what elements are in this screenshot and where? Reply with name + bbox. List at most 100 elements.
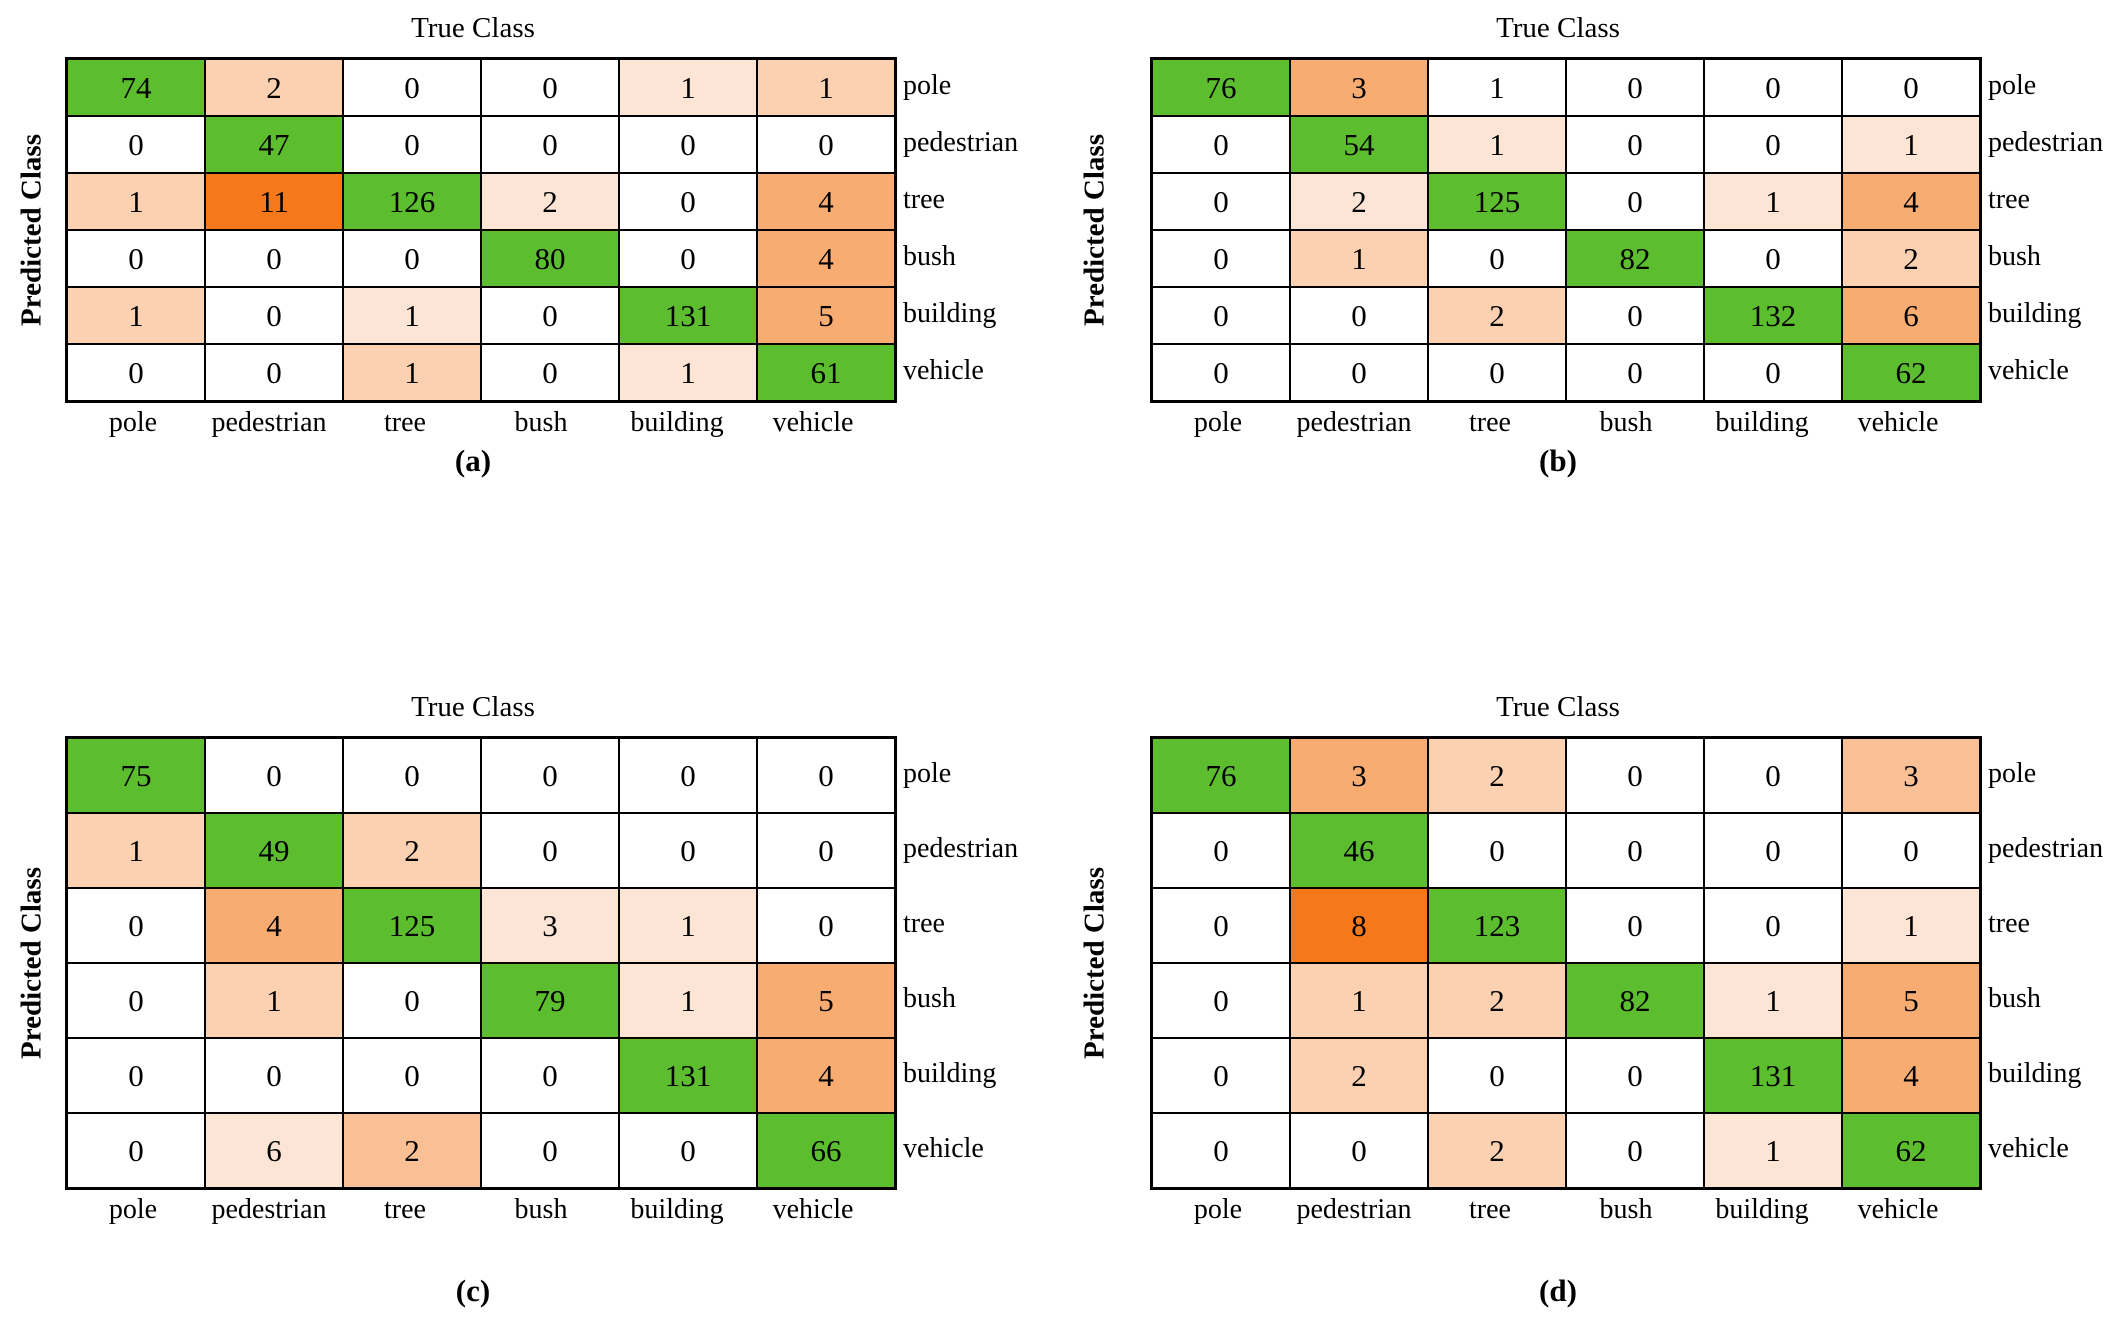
panel-d: True Class Predicted Class 76 3 2 0 0 3 0 46 0 0 0… bbox=[1063, 665, 2126, 1329]
matrix-cell: 0 bbox=[342, 57, 482, 117]
matrix-cell: 0 bbox=[1427, 1037, 1567, 1114]
matrix-cell: 2 bbox=[1841, 229, 1982, 288]
col-label: pedestrian bbox=[1296, 1194, 1412, 1225]
col-label: bush bbox=[1599, 1194, 1653, 1225]
matrix-cell: 0 bbox=[65, 1037, 206, 1114]
col-label: bush bbox=[1599, 407, 1653, 438]
matrix-cell: 1 bbox=[1289, 229, 1429, 288]
matrix-row: 0 4 125 3 1 0 bbox=[65, 887, 897, 964]
row-label: pole bbox=[1988, 757, 2037, 789]
matrix-cell: 1 bbox=[65, 286, 206, 345]
matrix-body: 74 2 0 0 1 1 0 47 0 0 0 0 1 11 126 2 0 4 0 0 0 80 0 4 1 0 1 0 131 5 0 0… bbox=[65, 57, 897, 403]
matrix-cell: 1 bbox=[1427, 57, 1567, 117]
matrix-cell-diagonal: 76 bbox=[1150, 736, 1291, 814]
matrix-cell: 1 bbox=[65, 812, 206, 889]
matrix-cell: 1 bbox=[342, 343, 482, 403]
col-label: pole bbox=[1193, 407, 1243, 438]
matrix-cell-diagonal: 82 bbox=[1565, 962, 1705, 1039]
matrix-cell: 1 bbox=[1841, 115, 1982, 174]
matrix-cell-diagonal: 125 bbox=[1427, 172, 1567, 231]
matrix-cell: 0 bbox=[1565, 343, 1705, 403]
matrix-cell: 0 bbox=[1703, 115, 1843, 174]
col-label: building bbox=[630, 407, 724, 438]
matrix-cell: 1 bbox=[1289, 962, 1429, 1039]
matrix-cell: 0 bbox=[1703, 229, 1843, 288]
matrix-cell: 0 bbox=[1289, 1112, 1429, 1190]
matrix-cell: 0 bbox=[65, 115, 206, 174]
panel-a: True Class Predicted Class 74 2 0 0 1 1 0 47 0 0 0… bbox=[0, 0, 1063, 664]
matrix-row: 0 1 0 82 0 2 bbox=[1150, 229, 1982, 288]
row-label: pedestrian bbox=[903, 126, 1019, 158]
matrix-row: 0 1 2 82 1 5 bbox=[1150, 962, 1982, 1039]
matrix-cell: 0 bbox=[65, 1112, 206, 1190]
row-label: vehicle bbox=[903, 354, 984, 386]
row-labels: pole pedestrian tree bush building vehicle bbox=[903, 736, 1018, 1186]
confusion-matrix-table: 76 3 2 0 0 3 0 46 0 0 0 0 0 8 123 0 0 1 0 1 2 82 1 5 0 2 0 0 131 4 0 0 2… bbox=[1150, 736, 1982, 1190]
row-label: vehicle bbox=[1988, 354, 2069, 386]
matrix-cell: 0 bbox=[1703, 887, 1843, 964]
matrix-cell: 3 bbox=[1289, 736, 1429, 814]
matrix-row: 74 2 0 0 1 1 bbox=[65, 57, 897, 117]
matrix-cell-diagonal: 47 bbox=[204, 115, 344, 174]
matrix-row: 0 0 1 0 1 61 bbox=[65, 343, 897, 403]
col-label: vehicle bbox=[772, 1194, 854, 1225]
x-axis-title: True Class bbox=[1496, 12, 1620, 44]
matrix-row: 0 0 2 0 1 62 bbox=[1150, 1112, 1982, 1190]
row-labels: pole pedestrian tree bush building vehicle bbox=[1988, 736, 2103, 1186]
matrix-cell: 0 bbox=[756, 115, 897, 174]
matrix-cell: 1 bbox=[1427, 115, 1567, 174]
matrix-cell: 0 bbox=[1150, 172, 1291, 231]
matrix-cell: 2 bbox=[1427, 286, 1567, 345]
matrix-cell: 0 bbox=[1565, 736, 1705, 814]
matrix-cell: 0 bbox=[65, 229, 206, 288]
matrix-row: 0 46 0 0 0 0 bbox=[1150, 812, 1982, 889]
matrix-body: 76 3 1 0 0 0 0 54 1 0 0 1 0 2 125 0 1 4 0 1 0 82 0 2 0 0 2 0 132 6 0 0 0… bbox=[1150, 57, 1982, 403]
matrix-cell-diagonal: 49 bbox=[204, 812, 344, 889]
matrix-cell: 5 bbox=[1841, 962, 1982, 1039]
matrix-cell: 0 bbox=[480, 1112, 620, 1190]
matrix-cell: 1 bbox=[1703, 962, 1843, 1039]
matrix-cell-diagonal: 54 bbox=[1289, 115, 1429, 174]
matrix-cell: 4 bbox=[756, 229, 897, 288]
matrix-cell: 0 bbox=[1703, 812, 1843, 889]
matrix-cell: 2 bbox=[1289, 172, 1429, 231]
matrix-cell: 0 bbox=[618, 812, 758, 889]
matrix-cell: 0 bbox=[480, 286, 620, 345]
row-label: building bbox=[903, 1057, 997, 1089]
matrix-cell: 0 bbox=[1427, 812, 1567, 889]
matrix-cell: 0 bbox=[1427, 343, 1567, 403]
matrix-cell: 0 bbox=[1150, 286, 1291, 345]
panel-caption: (b) bbox=[1539, 443, 1577, 478]
matrix-cell: 0 bbox=[618, 1112, 758, 1190]
matrix-cell: 0 bbox=[1150, 812, 1291, 889]
matrix-cell: 0 bbox=[480, 736, 620, 814]
matrix-cell: 0 bbox=[65, 962, 206, 1039]
row-label: pedestrian bbox=[1988, 126, 2104, 158]
row-label: building bbox=[1988, 1057, 2082, 1089]
matrix-cell: 1 bbox=[618, 962, 758, 1039]
row-label: bush bbox=[1988, 982, 2041, 1014]
matrix-cell: 1 bbox=[342, 286, 482, 345]
row-labels: pole pedestrian tree bush building vehicle bbox=[903, 57, 1018, 399]
col-labels: pole pedestrian tree bush building vehicle bbox=[65, 1194, 881, 1226]
matrix-cell: 0 bbox=[342, 962, 482, 1039]
matrix-cell: 0 bbox=[480, 115, 620, 174]
matrix-cell: 0 bbox=[204, 343, 344, 403]
matrix-cell: 0 bbox=[1565, 1112, 1705, 1190]
matrix-body: 76 3 2 0 0 3 0 46 0 0 0 0 0 8 123 0 0 1 0 1 2 82 1 5 0 2 0 0 131 4 0 0 2… bbox=[1150, 736, 1982, 1190]
col-label: vehicle bbox=[1857, 1194, 1939, 1225]
matrix-cell-diagonal: 66 bbox=[756, 1112, 897, 1190]
matrix-cell: 0 bbox=[204, 229, 344, 288]
row-label: tree bbox=[903, 183, 945, 215]
matrix-cell: 1 bbox=[1841, 887, 1982, 964]
matrix-cell: 0 bbox=[65, 343, 206, 403]
col-labels: pole pedestrian tree bush building vehicle bbox=[1150, 407, 1966, 439]
x-axis-title: True Class bbox=[1496, 691, 1620, 723]
col-label: bush bbox=[514, 407, 568, 438]
matrix-cell-diagonal: 75 bbox=[65, 736, 206, 814]
matrix-cell: 2 bbox=[1427, 1112, 1567, 1190]
row-label: tree bbox=[1988, 907, 2030, 939]
matrix-row: 0 2 125 0 1 4 bbox=[1150, 172, 1982, 231]
matrix-cell: 0 bbox=[480, 57, 620, 117]
